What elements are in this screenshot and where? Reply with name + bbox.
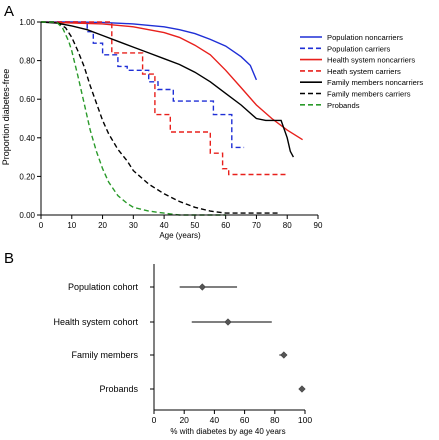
series-line-family-members-noncarriers [40, 21, 295, 158]
panel-a-label: A [4, 3, 14, 20]
panel-a-x-tick-label: 70 [252, 221, 261, 230]
series-line-probands [41, 21, 226, 216]
panel-b-x-tick-label: 0 [152, 415, 157, 425]
panel-a-series [40, 21, 303, 216]
panel-b-point [280, 351, 288, 359]
panel-a-x-ticks: 0 10 20 30 40 50 60 70 80 90 [39, 215, 323, 230]
panel-b-point [198, 283, 206, 291]
panel-b-points [179, 283, 306, 393]
panel-b-point [298, 385, 306, 393]
panel-b-x-tick-label: 100 [298, 415, 312, 425]
panel-b-category-label: Family members [71, 350, 138, 360]
panel-b-xlabel: % with diabetes by age 40 years [170, 427, 285, 436]
legend-label-population-noncarriers: Population noncarriers [327, 33, 403, 42]
legend-label-heath-system-carriers: Heath system carriers [327, 67, 401, 76]
series-line-family-members-carriers [41, 21, 278, 214]
panel-a-ylabel: Proportion diabetes-free [1, 69, 11, 166]
panel-b-x-ticks: 0 20 40 60 80 100 [152, 410, 312, 425]
panel-a-y-tick-label: 0.60 [19, 95, 35, 104]
legend-label-probands: Probands [327, 101, 360, 110]
panel-a-xlabel: Age (years) [159, 231, 201, 240]
series-line-heath-system-carriers [41, 21, 288, 176]
panel-b-x-tick-label: 40 [210, 415, 220, 425]
panel-a-y-tick-label: 0.00 [19, 211, 35, 220]
panel-a-x-tick-label: 90 [314, 221, 323, 230]
panel-b-label: B [4, 250, 14, 267]
legend-label-health-system-noncarriers: Health system noncarriers [327, 56, 415, 65]
series-line-health-system-noncarriers [40, 21, 303, 141]
panel-a-y-tick-label: 0.80 [19, 57, 35, 66]
legend-label-population-carriers: Population carriers [327, 44, 391, 53]
panel-a-x-tick-label: 10 [67, 221, 76, 230]
panel-a-x-tick-label: 60 [221, 221, 230, 230]
panel-b-categories: Population cohort Health system cohort Fam… [53, 282, 154, 394]
panel-b-x-tick-label: 80 [270, 415, 280, 425]
legend-label-family-members-noncarriers: Family members noncarriers [327, 78, 423, 87]
panel-a-x-tick-label: 0 [39, 221, 44, 230]
panel-a-x-tick-label: 20 [98, 221, 107, 230]
panel-a-x-tick-label: 50 [190, 221, 199, 230]
panel-b-x-tick-label: 60 [240, 415, 250, 425]
legend-label-family-members-carriers: Family members carriers [327, 90, 411, 99]
panel-b-category-label: Population cohort [68, 282, 139, 292]
panel-a-x-tick-label: 80 [283, 221, 292, 230]
panel-a-y-ticks: 0.00 0.20 0.40 0.60 0.80 1.00 [19, 18, 41, 220]
panel-a-y-tick-label: 0.40 [19, 134, 35, 143]
panel-b-category-label: Health system cohort [53, 317, 138, 327]
panel-a-x-tick-label: 30 [129, 221, 138, 230]
panel-a-legend: Population noncarriers Population carrier… [300, 33, 423, 110]
panel-a-y-tick-label: 1.00 [19, 18, 35, 27]
panel-b-x-tick-label: 20 [179, 415, 189, 425]
panel-b-point [224, 318, 232, 326]
panel-a-y-tick-label: 0.20 [19, 172, 35, 181]
panel-a-x-tick-label: 40 [160, 221, 169, 230]
panel-b-category-label: Probands [99, 384, 138, 394]
